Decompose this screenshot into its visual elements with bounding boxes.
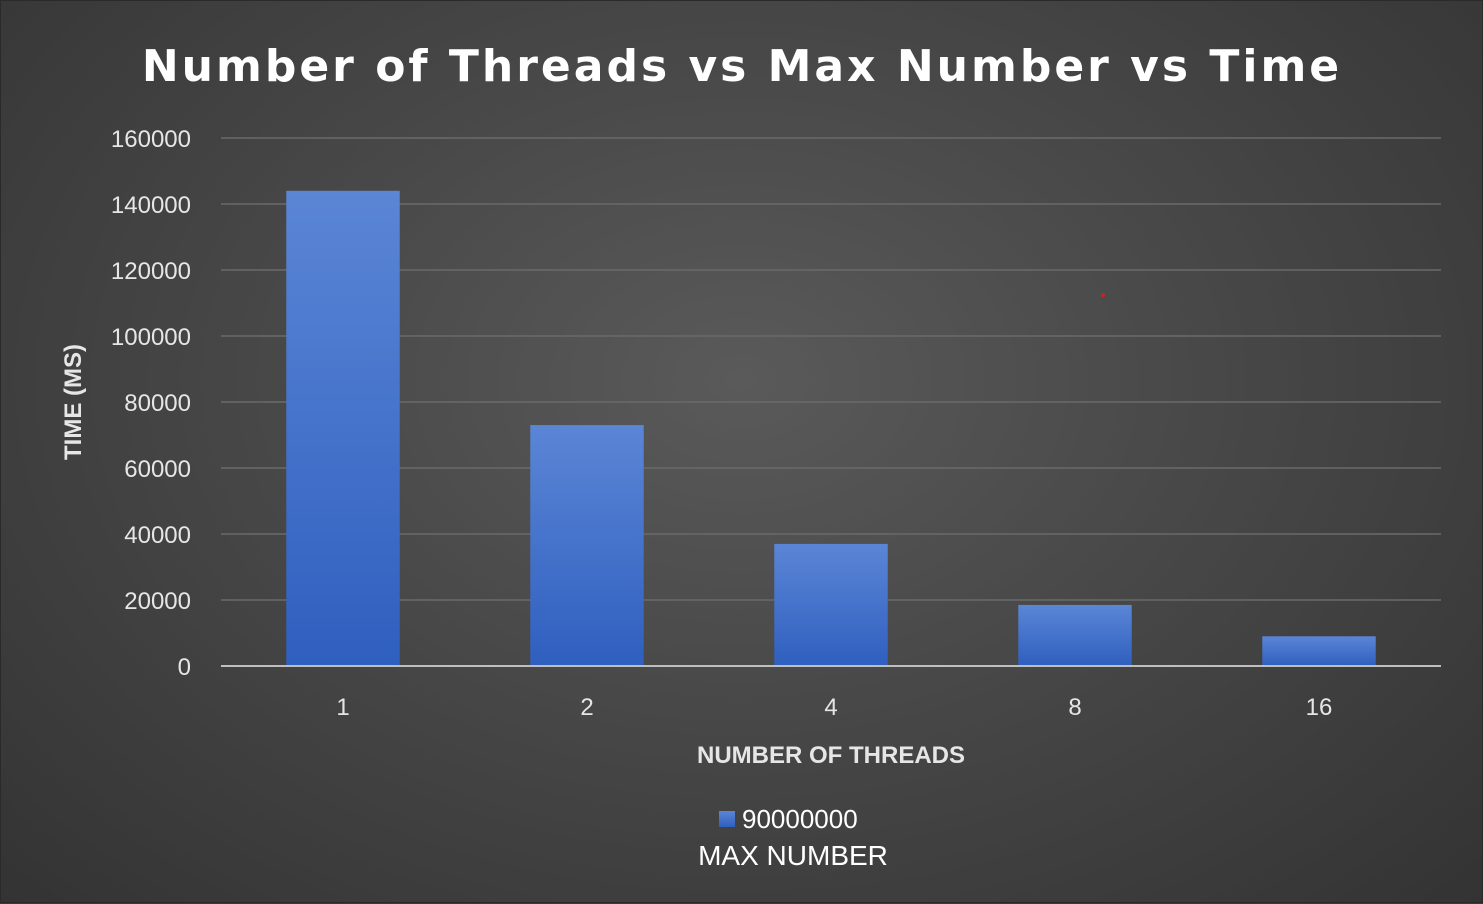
legend-title: MAX NUMBER [698,840,888,871]
x-tick-label: 4 [824,694,837,721]
x-tick-label: 8 [1068,694,1081,721]
bar-4 [774,543,888,666]
bar-16 [1262,636,1376,666]
x-tick-label: 16 [1306,694,1333,721]
y-tick-label: 140000 [111,192,191,219]
y-tick-label: 20000 [124,588,191,615]
y-tick-label: 120000 [111,258,191,285]
x-axis-ticks: 1 2 4 8 16 [336,694,1332,721]
legend-series-label: 90000000 [742,804,858,834]
y-axis-title: TIME (MS) [60,344,87,460]
y-tick-label: 160000 [111,126,191,153]
x-axis-title: NUMBER OF THREADS [697,742,965,769]
legend: 90000000 MAX NUMBER [698,804,888,871]
y-tick-label: 40000 [124,522,191,549]
bars [286,190,1376,667]
stray-dot [1101,293,1105,297]
chart-title: Number of Threads vs Max Number vs Time [142,41,1342,92]
y-tick-label: 60000 [124,456,191,483]
legend-swatch [719,811,735,827]
gridlines [221,137,1441,601]
y-tick-label: 100000 [111,324,191,351]
y-tick-label: 0 [178,654,191,681]
y-tick-label: 80000 [124,390,191,417]
bar-8 [1018,604,1132,666]
y-axis-ticks: 0 20000 40000 60000 80000 100000 120000 140000 1… [111,126,191,681]
x-tick-label: 2 [580,694,593,721]
bar-2 [530,425,644,666]
x-tick-label: 1 [336,694,349,721]
bar-1 [286,190,400,667]
